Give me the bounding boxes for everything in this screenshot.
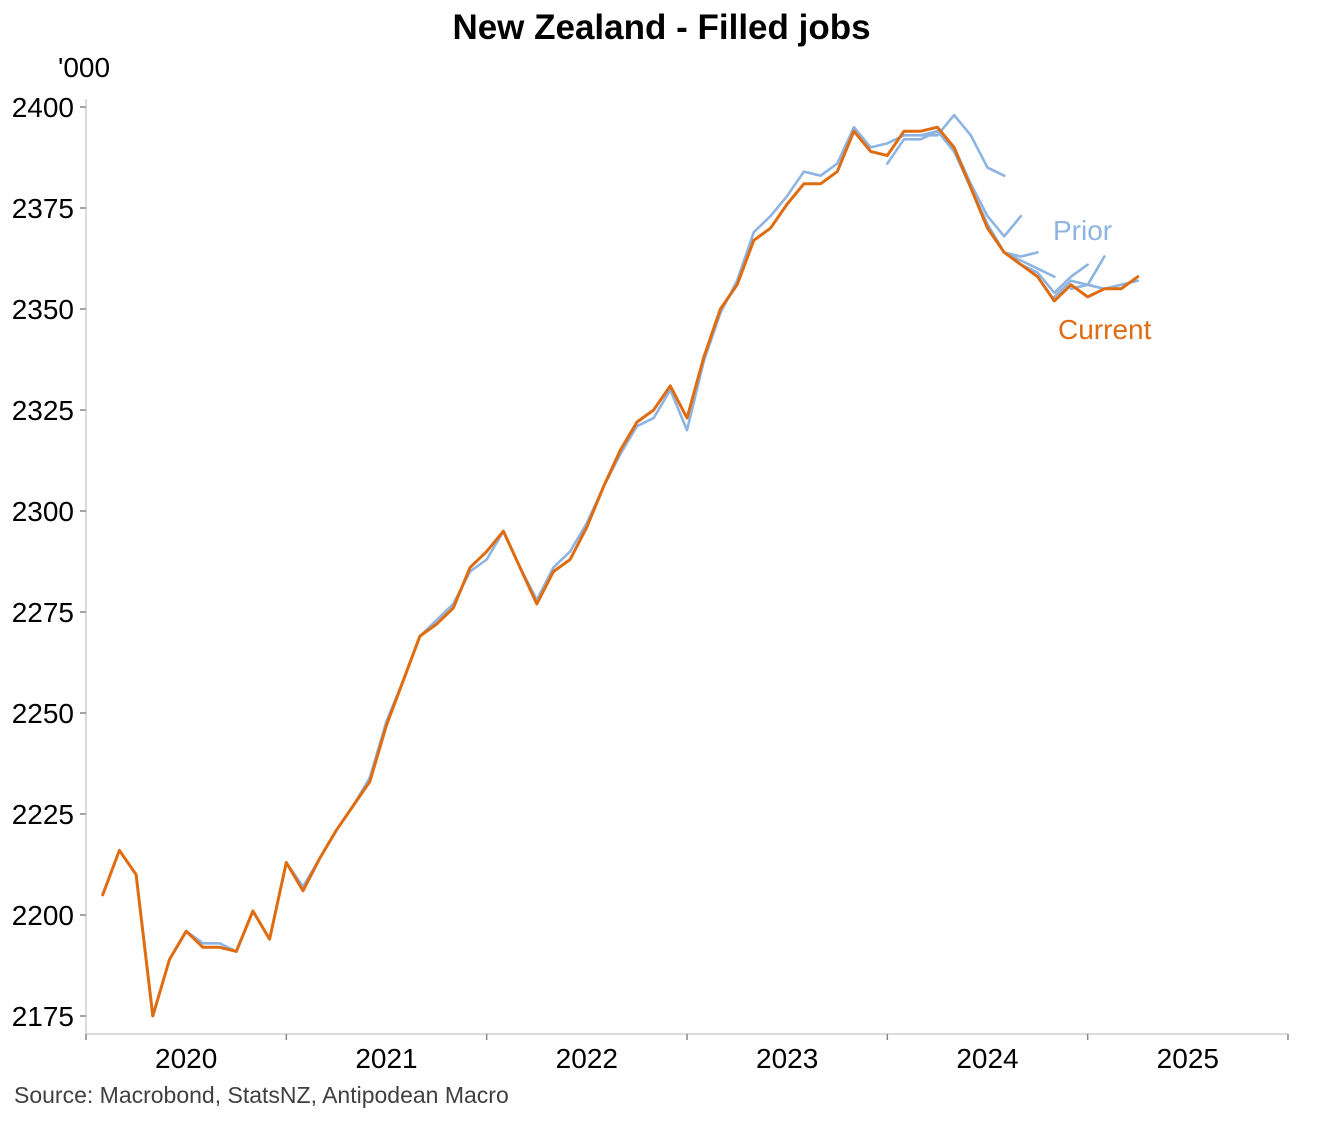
current-label: Current [1058,314,1152,345]
y-tick-label: 2175 [12,1001,74,1032]
y-tick-label: 2275 [12,597,74,628]
prior-vintage-line [969,186,1056,278]
x-tick-label: 2023 [756,1043,818,1074]
source-note: Source: Macrobond, StatsNZ, Antipodean M… [14,1082,509,1108]
current-series [101,125,1140,1018]
axes: 2175 2200 2225 2250 2275 2300 2325 2350 2375 2400… [12,92,1289,1074]
y-tick-label: 2350 [12,294,74,325]
y-tick-label: 2225 [12,799,74,830]
prior-series [101,113,1140,1018]
y-axis-unit-label: '000 [58,52,111,83]
prior-label: Prior [1053,215,1112,246]
x-tick-label: 2020 [155,1043,217,1074]
x-tick-label: 2022 [556,1043,618,1074]
x-tick-label: 2025 [1157,1043,1219,1074]
y-tick-label: 2300 [12,496,74,527]
current-line [101,125,1140,1018]
y-tick-label: 2200 [12,900,74,931]
prior-vintage-line [1019,263,1089,295]
x-tick-label: 2024 [956,1043,1018,1074]
y-tick-label: 2375 [12,193,74,224]
y-tick-label: 2400 [12,92,74,123]
chart-title: New Zealand - Filled jobs [452,8,871,47]
prior-vintage-line [101,113,1006,1018]
y-tick-label: 2250 [12,698,74,729]
series-labels: Prior Current [1053,215,1152,345]
y-tick-label: 2325 [12,395,74,426]
prior-vintage-line [1053,255,1106,299]
x-tick-label: 2021 [355,1043,417,1074]
